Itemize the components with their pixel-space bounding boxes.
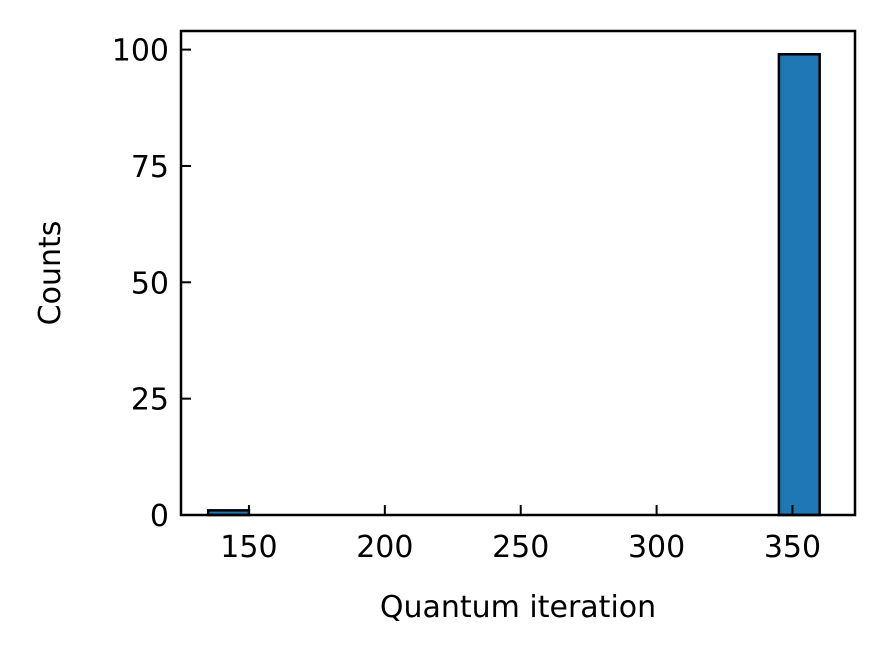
y-tick-label-2: 50 [131,266,169,301]
x-tick-label-2: 250 [492,530,549,565]
y-tick-label-1: 25 [131,383,169,418]
ticks-layer [181,48,794,516]
x-tick-label-1: 200 [356,530,413,565]
y-tick-label-0: 0 [150,499,169,534]
x-axis-title: Quantum iteration [380,590,656,625]
histogram-bar-1 [777,53,821,517]
plot-frame [179,29,857,517]
labels-layer: 150 200 250 300 350 0 25 50 75 100 [112,34,821,565]
y-tick-label-4: 100 [112,34,169,69]
x-tick-label-0: 150 [220,530,277,565]
x-tick-label-4: 350 [764,530,821,565]
y-axis-title: Counts [33,221,68,326]
bars-layer [206,53,821,517]
y-tick-label-3: 75 [131,150,169,185]
x-tick-label-3: 300 [628,530,685,565]
